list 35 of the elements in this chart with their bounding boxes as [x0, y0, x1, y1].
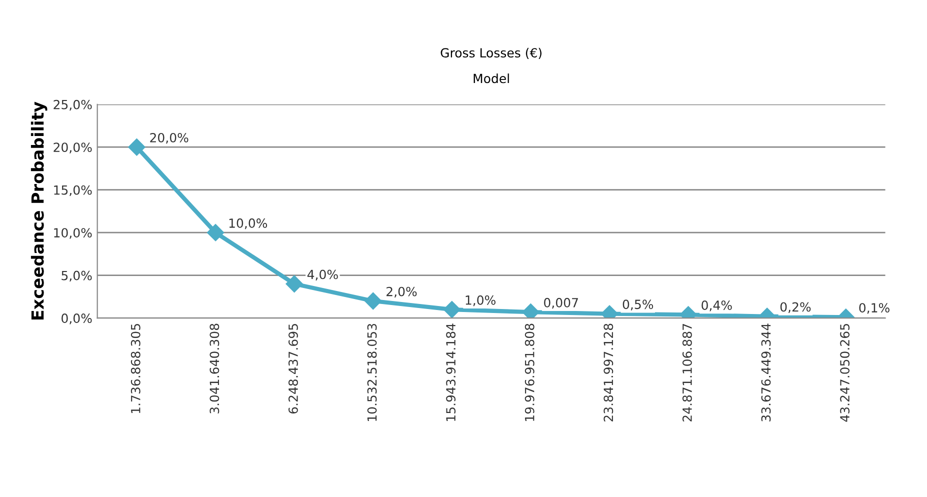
- x-tick-label: 1.736.868.305: [130, 324, 140, 414]
- x-tick-label: 10.532.518.053: [367, 324, 377, 421]
- data-label: 10,0%: [229, 218, 268, 230]
- x-tick-label: 6.248.437.695: [288, 324, 298, 414]
- y-tick-label: 20,0%: [54, 142, 92, 154]
- data-label: 0,5%: [622, 300, 654, 310]
- y-tick-label: 5,0%: [62, 270, 92, 282]
- y-tick-label: 15,0%: [54, 185, 92, 196]
- point: [522, 304, 540, 318]
- y-tick-label: 0,0%: [62, 314, 92, 324]
- point: [364, 292, 382, 310]
- data-label: 4,0%: [307, 270, 338, 280]
- x-tick-label: 15.943.914.184: [446, 324, 456, 421]
- data-label: 0,007: [544, 298, 578, 309]
- point: [206, 224, 224, 242]
- x-tick-label: 24.871.106.887: [682, 324, 692, 422]
- data-label: 1,0%: [466, 295, 496, 306]
- x-tick-label: 3.041.640.308: [210, 324, 220, 414]
- data-label: 0,1%: [859, 303, 890, 314]
- chart-title: Gross Losses (€): [440, 48, 542, 59]
- point: [286, 275, 303, 292]
- y-tick-label: 25,0%: [54, 100, 92, 111]
- chart-subtitle: Model: [474, 74, 509, 84]
- data-label: 0,2%: [780, 302, 811, 313]
- data-label: 0,4%: [702, 300, 732, 312]
- point: [443, 300, 460, 318]
- data-label: 2,0%: [386, 286, 417, 298]
- x-tick-label: 33.676.449.344: [761, 324, 771, 422]
- x-tick-label: 43.247.050.265: [840, 324, 850, 422]
- y-axis-title: Exceedance Probability: [30, 102, 48, 320]
- y-tick-label: 10,0%: [54, 228, 92, 239]
- x-tick-label: 19.976.951.808: [524, 324, 534, 421]
- x-tick-label: 23.841.997.128: [604, 324, 614, 422]
- point: [128, 138, 146, 156]
- data-label: 20,0%: [150, 132, 188, 144]
